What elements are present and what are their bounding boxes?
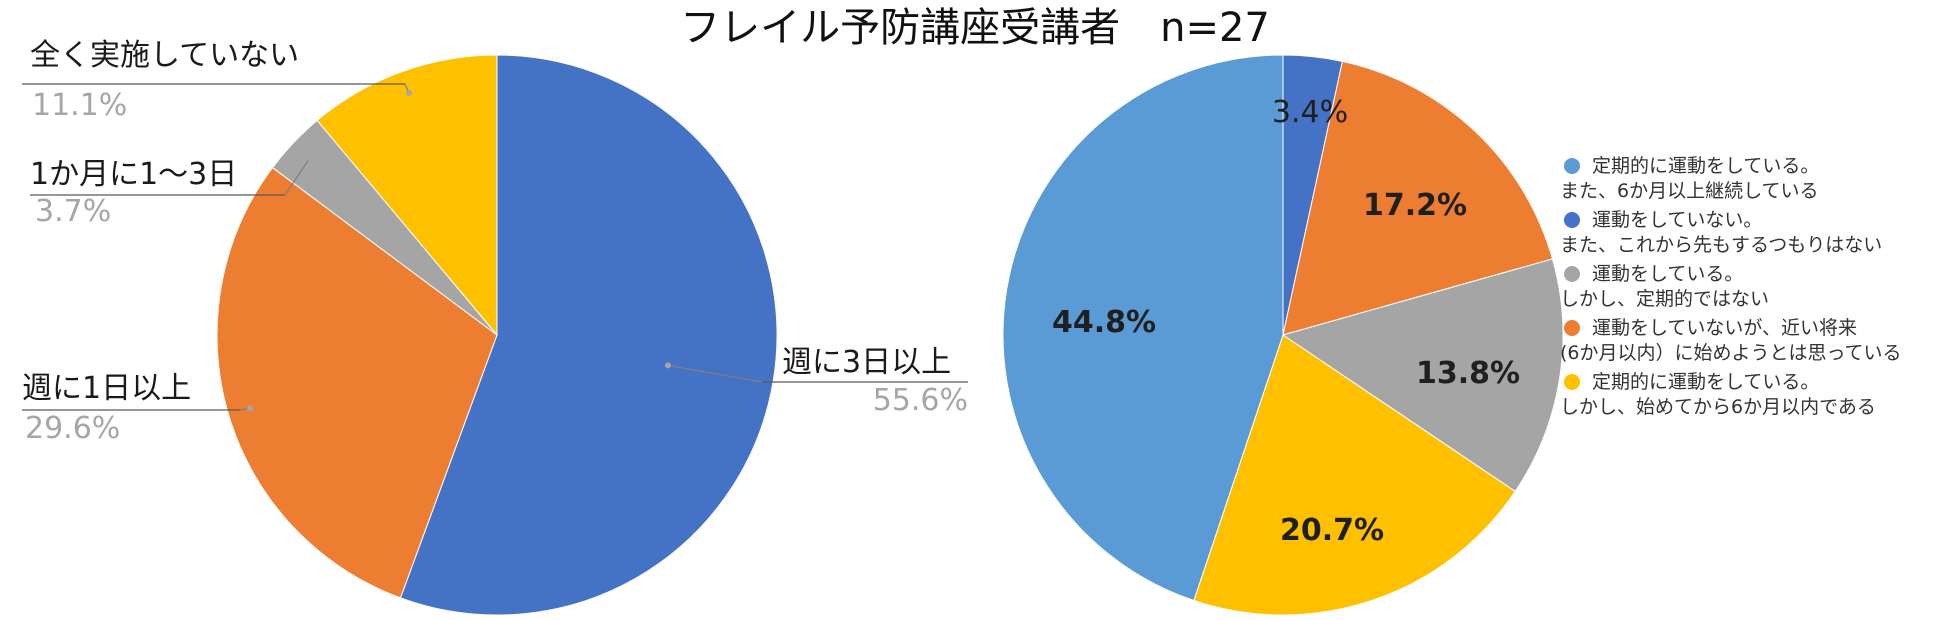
pie1-leader-dot-3 [405,89,412,96]
legend-line1-3: 運動をしていないが、近い将来 [1592,317,1857,339]
pie-chart-2 [1002,54,1564,616]
legend-line1-0: 定期的に運動をしている。 [1592,155,1819,177]
legend-swatch-3 [1564,320,1580,336]
legend-swatch-4 [1564,374,1580,390]
legend-line2-3: (6か月以内）に始めようとは思っている [1560,342,1902,364]
pie2-slice-value-0: 3.4% [1272,95,1348,130]
pie2-slice-1 [1282,60,1554,336]
pie1-leader-dot-2 [306,155,313,162]
pie2-slice-4 [1002,54,1284,602]
pie1-slice-label-2: 1か月に1〜3日 [30,157,237,192]
pie1-slice-value-3: 11.1% [32,88,127,123]
legend-line2-1: また、これから先もするつもりはない [1560,234,1882,256]
pie1-leader-line-2 [284,157,311,196]
pie-chart-1 [216,54,778,616]
pie1-slice-label-1: 週に1日以上 [22,371,191,406]
pie1-slice-value-1: 29.6% [25,411,120,446]
legend-swatch-1 [1564,212,1580,228]
pie1-slice-label-0: 週に3日以上 [782,345,951,380]
pie1-slice-label-3: 全く実施していない [30,38,299,73]
pie1-leader-line-0 [667,364,763,383]
legend-line1-1: 運動をしていない。 [1592,209,1762,231]
pie-chart-2-legend: 定期的に運動をしている。また、6か月以上継続している運動をしていない。また、これ… [1560,155,1902,418]
pie1-slice-3 [316,54,498,337]
legend-line1-2: 運動をしている。 [1592,263,1743,285]
legend-line2-4: しかし、始めてから6か月以内である [1560,396,1876,418]
legend-line1-4: 定期的に運動をしている。 [1592,371,1819,393]
pie2-slice-3 [1193,334,1516,616]
pie1-slice-0 [399,54,778,616]
pie2-slice-2 [1281,258,1564,493]
chart-title: フレイル予防講座受講者 n=27 [680,5,1270,51]
pie1-leader-dot-0 [664,362,671,369]
pie1-slice-value-0: 55.6% [873,383,968,418]
legend-swatch-2 [1564,266,1580,282]
legend-line2-2: しかし、定期的ではない [1560,288,1769,310]
legend-swatch-0 [1564,158,1580,174]
pie-chart-2-labels: 3.4% 17.2% 13.8% 20.7% 44.8% [1052,95,1520,548]
legend-line2-0: また、6か月以上継続している [1560,180,1819,202]
pie2-slice-value-2: 13.8% [1416,356,1520,391]
pie1-slice-1 [216,166,498,599]
pie2-slice-value-3: 20.7% [1280,513,1384,548]
pie2-slice-value-1: 17.2% [1363,188,1467,223]
pie2-slice-value-4: 44.8% [1052,305,1156,340]
pie1-leader-dot-1 [247,405,254,412]
pie1-slice-value-2: 3.7% [35,194,111,229]
